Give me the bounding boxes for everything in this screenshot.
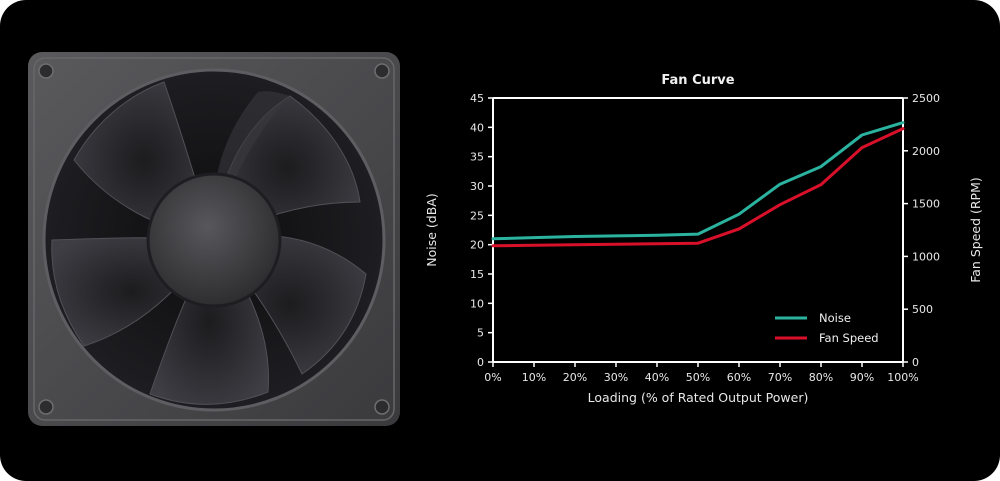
x-tick-label: 20% bbox=[563, 371, 587, 384]
left-tick-label: 35 bbox=[470, 151, 484, 164]
screw-icon bbox=[38, 399, 54, 415]
fan-curve-chart: Fan Curve 0 5 10 15 20 25 30 35 40 45 0 500 1000 150… bbox=[424, 73, 983, 405]
x-axis-title: Loading (% of Rated Output Power) bbox=[588, 390, 809, 405]
x-tick-label: 60% bbox=[727, 371, 751, 384]
right-y-axis-title: Fan Speed (RPM) bbox=[968, 177, 983, 283]
left-tick-label: 30 bbox=[470, 180, 484, 193]
left-tick-label: 45 bbox=[470, 92, 484, 105]
left-tick-label: 0 bbox=[477, 356, 484, 369]
legend-label: Fan Speed bbox=[819, 331, 879, 345]
x-tick-label: 40% bbox=[645, 371, 669, 384]
x-tick-label: 0% bbox=[484, 371, 501, 384]
left-tick-label: 15 bbox=[470, 268, 484, 281]
right-tick-label: 2000 bbox=[912, 145, 940, 158]
screw-icon bbox=[374, 63, 390, 79]
right-axis-ticks: 0 500 1000 1500 2000 2500 bbox=[903, 92, 940, 369]
right-tick-label: 2500 bbox=[912, 92, 940, 105]
x-tick-label: 90% bbox=[850, 371, 874, 384]
x-tick-label: 10% bbox=[522, 371, 546, 384]
x-tick-label: 100% bbox=[887, 371, 918, 384]
fan-hub bbox=[146, 172, 282, 308]
cooling-fan-icon bbox=[28, 52, 400, 426]
right-tick-label: 1500 bbox=[912, 198, 940, 211]
left-tick-label: 25 bbox=[470, 209, 484, 222]
x-axis-ticks: 0% 10% 20% 30% 40% 50% 60% 70% 80% 90% 100% bbox=[484, 362, 919, 384]
left-axis-ticks: 0 5 10 15 20 25 30 35 40 45 bbox=[470, 92, 493, 369]
screw-icon bbox=[38, 63, 54, 79]
x-tick-label: 30% bbox=[604, 371, 628, 384]
right-tick-label: 1000 bbox=[912, 250, 940, 263]
series-lines bbox=[491, 121, 905, 248]
left-y-axis-title: Noise (dBA) bbox=[424, 193, 439, 266]
left-tick-label: 5 bbox=[477, 327, 484, 340]
x-tick-label: 80% bbox=[809, 371, 833, 384]
x-tick-label: 70% bbox=[768, 371, 792, 384]
chart-title: Fan Curve bbox=[661, 73, 734, 88]
left-tick-label: 10 bbox=[470, 297, 484, 310]
chart-legend: Noise Fan Speed bbox=[775, 311, 879, 345]
legend-label: Noise bbox=[819, 311, 851, 325]
series-line-fan-speed bbox=[491, 127, 905, 248]
left-tick-label: 20 bbox=[470, 239, 484, 252]
series-line-noise bbox=[491, 121, 905, 241]
screw-icon bbox=[374, 399, 390, 415]
right-tick-label: 0 bbox=[912, 356, 919, 369]
right-tick-label: 500 bbox=[912, 303, 933, 316]
x-tick-label: 50% bbox=[686, 371, 710, 384]
left-tick-label: 40 bbox=[470, 121, 484, 134]
